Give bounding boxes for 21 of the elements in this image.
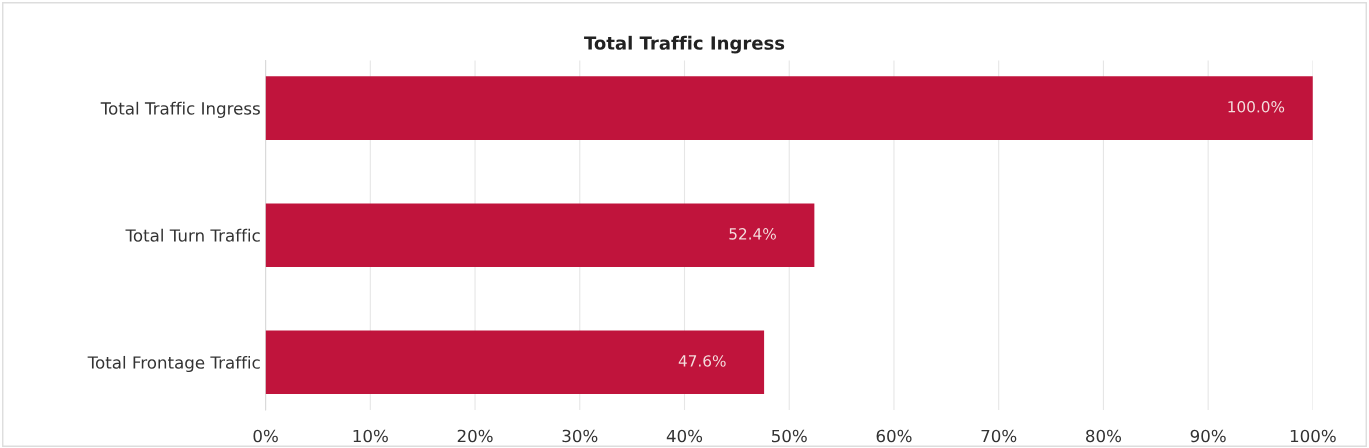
- x-tick-label: 50%: [771, 429, 807, 443]
- data-label: 47.6%: [678, 355, 726, 367]
- x-tick-label: 70%: [981, 429, 1017, 443]
- bar: [265, 330, 765, 395]
- bar: [265, 76, 1313, 140]
- x-tick-label: 80%: [1086, 429, 1122, 443]
- x-tick-label: 20%: [457, 429, 493, 443]
- x-tick-label: 30%: [562, 429, 598, 443]
- data-label: 100.0%: [1228, 101, 1285, 113]
- y-tick-label: Total Frontage Traffic: [87, 355, 260, 373]
- data-label: 52.4%: [729, 228, 776, 240]
- y-tick-label: Total Traffic Ingress: [100, 101, 260, 118]
- chart-title: Total Traffic Ingress: [584, 35, 785, 54]
- y-tick-label: Total Turn Traffic: [125, 228, 260, 242]
- x-tick-label: 60%: [876, 429, 912, 443]
- x-tick-label: 90%: [1190, 429, 1226, 443]
- x-tick-label: 40%: [666, 429, 703, 443]
- x-tick-label: 0%: [253, 429, 278, 443]
- bar: [265, 203, 815, 267]
- x-tick-label: 100%: [1290, 429, 1336, 443]
- x-tick-label: 10%: [353, 429, 388, 443]
